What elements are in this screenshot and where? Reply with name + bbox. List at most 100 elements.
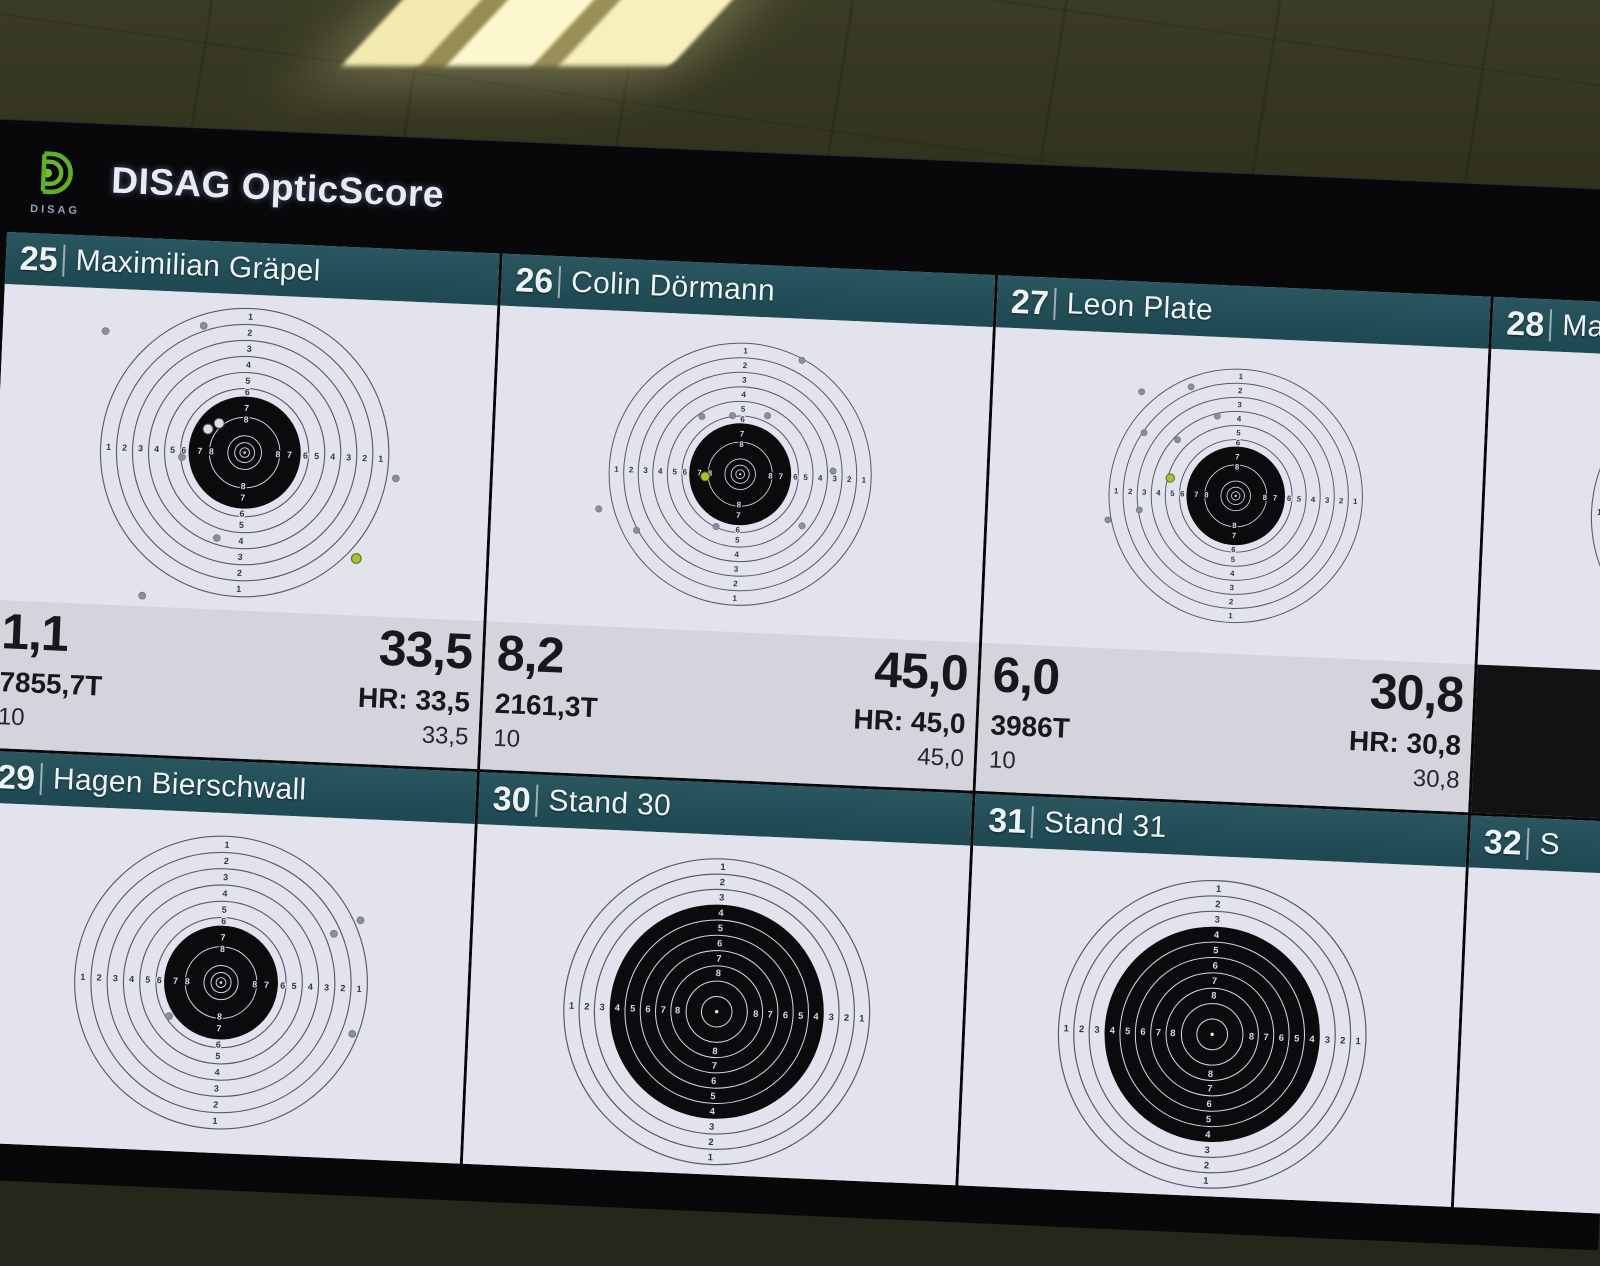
svg-text:4: 4 [734, 550, 739, 559]
target-view: 11112222333344445555666677778888 [1477, 348, 1600, 687]
target-view: 11112222333344445555666677778888 [958, 845, 1466, 1207]
svg-text:5: 5 [803, 473, 808, 482]
svg-text:3: 3 [1214, 913, 1220, 924]
target-rings: 11112222333344445555666677778888 [1590, 377, 1600, 658]
lane-separator [61, 244, 66, 277]
svg-text:5: 5 [1170, 489, 1175, 498]
lane-panel: 30 Stand 30 1111222233334444555566667777… [462, 772, 973, 1186]
svg-text:1: 1 [247, 312, 252, 322]
svg-text:2: 2 [213, 1100, 218, 1110]
shot-mark-old [798, 356, 805, 364]
target-view: 11112222333344445555666677778888 [982, 327, 1489, 665]
shot-count: 10 [988, 746, 1017, 775]
shot-mark-last [699, 471, 710, 482]
svg-text:7: 7 [711, 1060, 717, 1070]
svg-text:8: 8 [739, 440, 744, 449]
svg-text:8: 8 [715, 968, 721, 978]
svg-text:1: 1 [1215, 883, 1221, 894]
svg-text:3: 3 [1204, 1144, 1210, 1155]
score-band [1471, 664, 1600, 834]
svg-text:3: 3 [137, 443, 142, 453]
svg-text:3: 3 [832, 474, 837, 483]
shooter-name: Hagen Bierschwall [52, 762, 308, 807]
lane-panel: 28 Ma 11112222333344445555666677778888 [1471, 296, 1600, 834]
svg-text:6: 6 [1206, 1098, 1212, 1109]
svg-text:3: 3 [346, 452, 351, 462]
shot-mark-old [697, 412, 705, 420]
svg-text:7: 7 [767, 1009, 773, 1019]
svg-text:3: 3 [741, 375, 746, 384]
svg-text:4: 4 [1310, 495, 1315, 504]
lane-number: 28 [1505, 304, 1546, 344]
svg-text:1: 1 [236, 584, 241, 594]
svg-text:6: 6 [645, 1004, 651, 1014]
svg-text:5: 5 [1296, 494, 1301, 503]
svg-text:4: 4 [238, 536, 243, 546]
svg-text:6: 6 [221, 916, 226, 926]
svg-text:3: 3 [733, 565, 738, 574]
total-score: 30,8 [1368, 662, 1465, 723]
svg-text:3: 3 [643, 466, 648, 475]
lane-number: 27 [1010, 282, 1050, 323]
shot-mark-old [1137, 388, 1145, 396]
svg-text:3: 3 [708, 1122, 714, 1132]
svg-text:1: 1 [861, 475, 866, 484]
svg-text:6: 6 [682, 468, 687, 477]
svg-text:5: 5 [1236, 428, 1241, 437]
svg-text:8: 8 [1170, 1027, 1176, 1038]
target-view: 11112222333344445555666677778888 [0, 802, 475, 1164]
svg-text:1: 1 [1202, 1175, 1208, 1186]
svg-text:4: 4 [214, 1067, 219, 1077]
shot-mark-old [1103, 516, 1111, 524]
svg-text:6: 6 [181, 445, 186, 455]
svg-text:5: 5 [629, 1003, 635, 1013]
svg-text:2: 2 [236, 568, 241, 578]
svg-text:3: 3 [599, 1002, 605, 1012]
score-line-primary: 1,1 33,5 [0, 603, 473, 679]
svg-text:8: 8 [243, 414, 248, 424]
svg-text:8: 8 [220, 944, 225, 954]
target-view: 11112222333344445555666677778888 [0, 283, 498, 622]
shooter-name: S [1538, 827, 1561, 862]
svg-text:8: 8 [707, 469, 712, 478]
svg-text:5: 5 [1213, 944, 1219, 955]
svg-text:6: 6 [1286, 494, 1291, 503]
svg-text:5: 5 [672, 467, 677, 476]
svg-text:6: 6 [157, 975, 162, 985]
total-score: 45,0 [873, 641, 969, 702]
shooter-name: Leon Plate [1066, 287, 1214, 327]
shot-count: 10 [492, 724, 521, 753]
svg-text:4: 4 [1109, 1024, 1115, 1035]
svg-text:5: 5 [1230, 555, 1235, 564]
svg-text:6: 6 [1179, 489, 1184, 498]
svg-text:7: 7 [1211, 975, 1217, 986]
svg-text:8: 8 [768, 471, 773, 480]
svg-text:5: 5 [169, 445, 174, 455]
svg-text:8: 8 [752, 1009, 758, 1019]
shot-count: 10 [0, 703, 26, 732]
svg-text:6: 6 [716, 938, 722, 948]
svg-text:8: 8 [275, 449, 280, 459]
svg-text:2: 2 [742, 361, 747, 370]
high-ring-score: HR: 30,8 [1348, 725, 1462, 761]
series-counter: 3986T [989, 709, 1071, 744]
svg-text:3: 3 [1094, 1024, 1100, 1035]
svg-text:1: 1 [212, 1116, 217, 1126]
svg-text:7: 7 [1231, 531, 1236, 540]
lane-panel: 32 S [1453, 815, 1600, 1229]
svg-text:4: 4 [129, 974, 134, 984]
svg-text:2: 2 [1237, 386, 1242, 395]
svg-text:4: 4 [1155, 488, 1160, 497]
shot-mark-old [1213, 412, 1221, 420]
lane-number: 29 [0, 757, 36, 798]
svg-text:6: 6 [1235, 438, 1240, 447]
svg-text:6: 6 [1278, 1032, 1284, 1043]
target-rings: 11112222333344445555666677778888 [594, 342, 872, 606]
svg-text:6: 6 [1231, 545, 1236, 554]
svg-text:2: 2 [1215, 898, 1221, 909]
svg-text:2: 2 [1078, 1023, 1084, 1034]
svg-text:1: 1 [1063, 1022, 1069, 1033]
high-ring-score: HR: 45,0 [852, 703, 967, 740]
lane-separator [39, 763, 43, 796]
shooter-name: Stand 31 [1043, 805, 1168, 845]
